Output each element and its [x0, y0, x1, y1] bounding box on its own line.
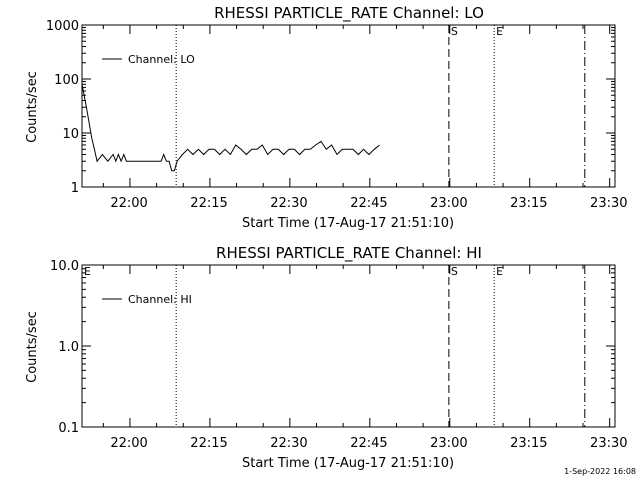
panel-hi-xtick-label: 22:15 [190, 436, 227, 451]
panel-lo-xtick-label: 22:45 [350, 196, 387, 211]
panel-lo-xtick-label: 23:15 [510, 196, 547, 211]
panel-hi-ytick-label: 10.0 [50, 259, 79, 274]
panel-hi-marker-label: E [496, 265, 503, 278]
panel-hi-ylabel: Counts/sec [25, 311, 40, 383]
panel-hi-xtick-label: 23:00 [430, 436, 467, 451]
panel-lo-xtick-label: 22:30 [270, 196, 307, 211]
panel-lo-xtick-label: 23:30 [590, 196, 627, 211]
panel-hi-ytick-label: 1.0 [58, 340, 79, 355]
panel-lo-ytick-label: 100 [54, 73, 79, 88]
panel-hi-xtick-label: 23:30 [590, 436, 627, 451]
footer-timestamp: 1-Sep-2022 16:08 [564, 467, 636, 476]
panel-lo-xlabel: Start Time (17-Aug-17 21:51:10) [242, 216, 454, 231]
panel-lo-title: RHESSI PARTICLE_RATE Channel: LO [214, 4, 484, 23]
panel-lo-ytick-label: 1000 [46, 19, 79, 34]
panel-lo-ylabel: Counts/sec [25, 71, 40, 143]
panel-lo-xtick-label: 22:00 [110, 196, 147, 211]
panel-lo-ytick-label: 1 [71, 181, 79, 196]
panel-hi-legend-label: Channel: HI [128, 293, 192, 306]
panel-hi-marker-label: E [84, 265, 91, 278]
panel-hi-xtick-label: 23:15 [510, 436, 547, 451]
panel-hi-frame [81, 264, 616, 428]
panel-lo-legend-label: Channel: LO [128, 53, 195, 66]
panel-hi-ytick-label: 0.1 [58, 421, 79, 436]
panel-hi-xtick-label: 22:45 [350, 436, 387, 451]
panel-lo-xtick-label: 23:00 [430, 196, 467, 211]
panel-lo-marker-label: E [496, 25, 503, 38]
panel-lo-marker-label: S [451, 25, 458, 38]
panel-lo-xtick-label: 22:15 [190, 196, 227, 211]
panel-lo-ytick-label: 10 [62, 127, 79, 142]
panel-hi-xtick-label: 22:00 [110, 436, 147, 451]
panel-hi-xlabel: Start Time (17-Aug-17 21:51:10) [242, 456, 454, 471]
panel-hi-xtick-label: 22:30 [270, 436, 307, 451]
panel-hi-title: RHESSI PARTICLE_RATE Channel: HI [216, 244, 482, 263]
panel-lo-frame [81, 24, 616, 188]
panel-lo-series-line [81, 84, 380, 172]
panel-hi-marker-label: S [451, 265, 458, 278]
